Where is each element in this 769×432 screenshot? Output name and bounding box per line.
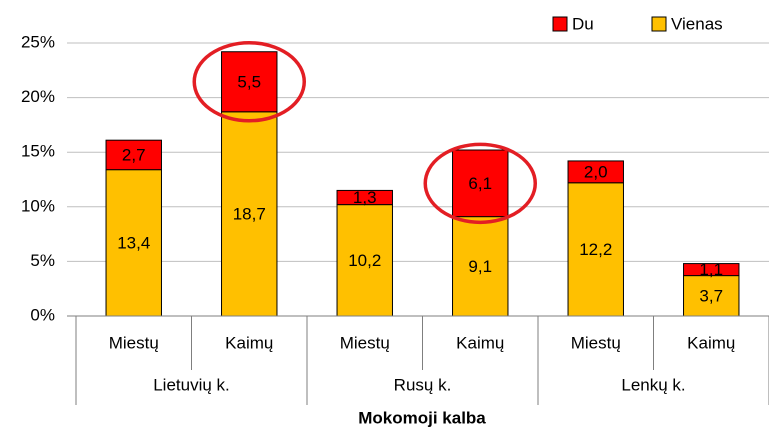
group-label: Lenkų k. (621, 375, 685, 394)
x-tick-label: Kaimų (225, 333, 273, 352)
y-tick-label: 10% (21, 196, 55, 215)
group-label: Rusų k. (394, 375, 452, 394)
bar-segment (336, 189, 393, 206)
highlight-circle (423, 142, 537, 225)
value-label: 1,3 (353, 188, 377, 207)
highlight-circle (192, 41, 306, 123)
x-axis-title: Mokomoji kalba (358, 408, 486, 427)
value-label: 2,0 (584, 162, 608, 181)
value-label: 12,2 (579, 240, 612, 259)
value-label: 1,1 (699, 260, 723, 279)
legend-label: Du (572, 14, 594, 33)
x-tick-label: Miestų (571, 333, 621, 352)
bar-segment (567, 160, 624, 184)
bar-segment (683, 275, 740, 317)
y-tick-label: 15% (21, 142, 55, 161)
legend-swatch (651, 16, 667, 32)
value-label: 3,7 (699, 286, 723, 305)
legend-swatch (552, 16, 568, 32)
x-tick-label: Kaimų (687, 333, 735, 352)
bar-segment (683, 263, 740, 277)
value-label: 10,2 (348, 251, 381, 270)
bar-segment (105, 139, 162, 171)
group-label: Lietuvių k. (153, 375, 230, 394)
value-label: 13,4 (117, 233, 150, 252)
value-label: 5,5 (237, 72, 261, 91)
y-tick-label: 5% (30, 251, 55, 270)
value-label: 2,7 (122, 145, 146, 164)
value-label: 6,1 (468, 174, 492, 193)
bar-segment (452, 149, 509, 218)
x-tick-label: Miestų (340, 333, 390, 352)
bar-segment (336, 204, 393, 317)
x-tick-label: Miestų (109, 333, 159, 352)
bar-segment (221, 111, 278, 317)
bar-segment (567, 182, 624, 317)
y-tick-label: 0% (30, 305, 55, 324)
value-label: 9,1 (468, 257, 492, 276)
value-label: 18,7 (233, 204, 266, 223)
x-tick-label: Kaimų (456, 333, 504, 352)
legend-label: Vienas (671, 14, 723, 33)
y-tick-label: 25% (21, 32, 55, 51)
y-tick-label: 20% (21, 87, 55, 106)
bar-segment (221, 51, 278, 113)
